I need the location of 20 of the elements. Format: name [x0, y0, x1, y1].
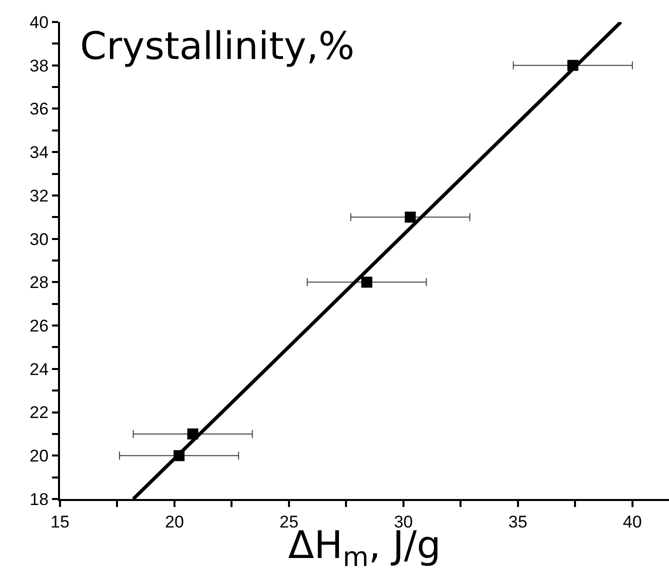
x-tick-label: 15 [50, 512, 70, 532]
y-tick-label: 24 [30, 360, 49, 379]
x-tick-label: 20 [165, 512, 184, 532]
point [361, 276, 372, 288]
y-tick-label: 38 [30, 56, 49, 76]
y-tick-label: 30 [30, 230, 49, 249]
y-tick-label: 32 [30, 186, 49, 206]
x-tick-label: 30 [394, 512, 413, 532]
y-axis-title: Crystallinity,% [80, 24, 355, 68]
y-tick-label: 26 [30, 316, 49, 336]
y-tick-label: 34 [30, 143, 49, 162]
y-tick-label: 22 [30, 403, 49, 422]
x-tick-label: 35 [508, 512, 528, 532]
y-tick-label: 40 [30, 12, 49, 32]
point [404, 212, 416, 223]
x-tick-label: 40 [622, 512, 642, 532]
y-tick-label: 36 [30, 100, 49, 119]
y-tick-label: 18 [30, 490, 49, 509]
y-tick-label: 20 [30, 446, 49, 466]
y-tick-label: 28 [30, 273, 49, 292]
